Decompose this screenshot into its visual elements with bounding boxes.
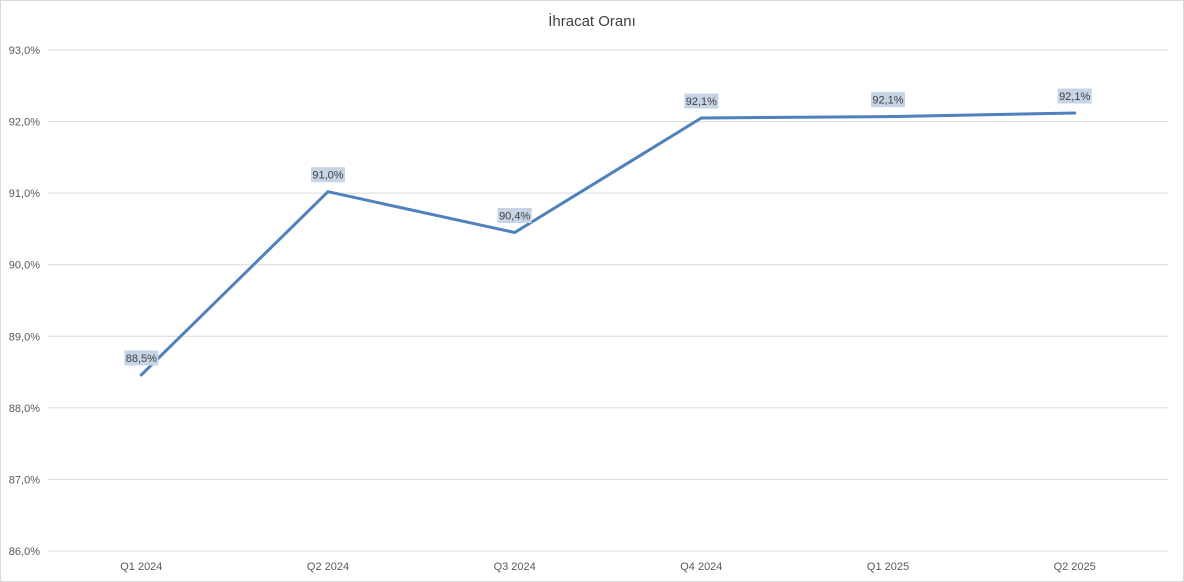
data-label-background (871, 92, 905, 108)
data-point (139, 373, 143, 377)
data-point (886, 115, 890, 119)
data-label-background (497, 208, 532, 224)
data-label-background (1057, 88, 1092, 104)
x-tick-label: Q4 2024 (680, 561, 722, 573)
x-tick-label: Q1 2025 (867, 561, 909, 573)
x-tick-label: Q2 2024 (307, 561, 349, 573)
data-label: 90,4% (499, 211, 530, 223)
y-tick-label: 88,0% (9, 403, 40, 415)
chart-title: İhracat Oranı (548, 13, 636, 30)
data-label-background (311, 167, 345, 183)
data-point (326, 190, 330, 194)
data-label: 92,1% (686, 96, 717, 108)
data-label-background (124, 350, 159, 366)
x-tick-label: Q3 2024 (494, 561, 536, 573)
data-label: 91,0% (312, 170, 343, 182)
y-tick-label: 93,0% (9, 45, 40, 57)
data-point (699, 116, 703, 120)
data-label: 92,1% (872, 95, 903, 107)
x-tick-label: Q2 2025 (1054, 561, 1096, 573)
y-tick-label: 86,0% (9, 546, 40, 558)
y-tick-label: 87,0% (9, 474, 40, 486)
y-tick-label: 91,0% (9, 188, 40, 200)
x-tick-label: Q1 2024 (120, 561, 162, 573)
y-tick-label: 92,0% (9, 117, 40, 129)
data-label: 88,5% (126, 353, 157, 365)
y-tick-label: 89,0% (9, 331, 40, 343)
data-point (513, 231, 517, 235)
data-point (1073, 111, 1077, 115)
data-label: 92,1% (1059, 91, 1090, 103)
y-tick-label: 90,0% (9, 260, 40, 272)
data-label-background (684, 93, 719, 109)
series-line (139, 111, 1077, 377)
